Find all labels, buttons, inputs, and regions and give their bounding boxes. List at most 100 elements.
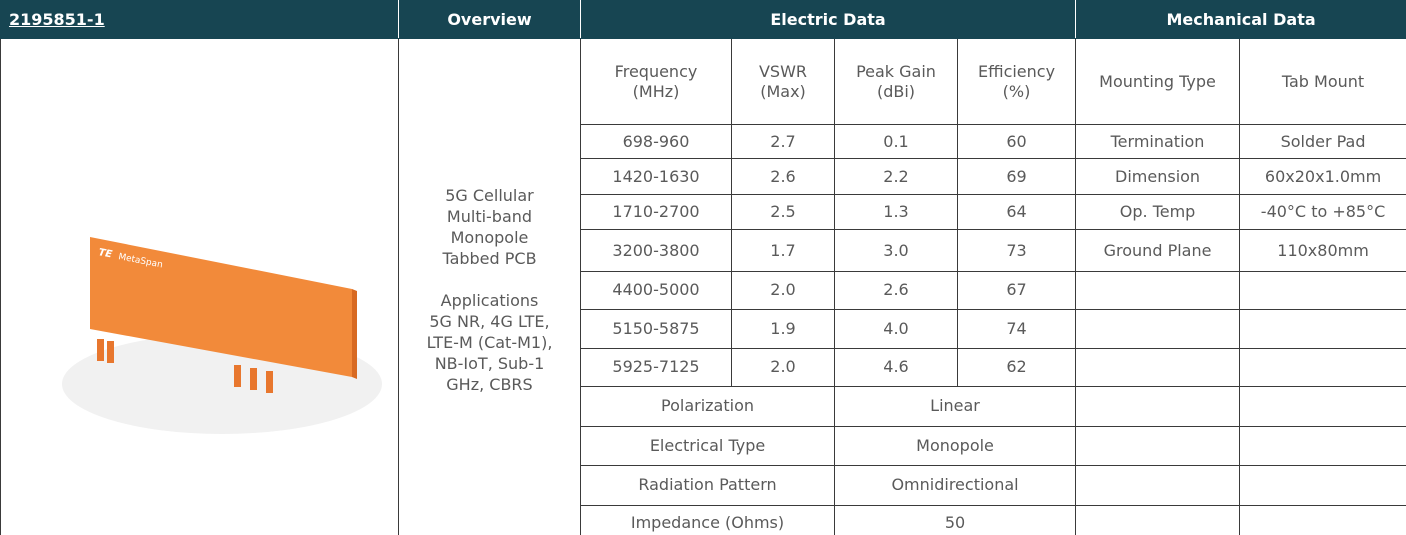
- antenna-tab: [250, 368, 257, 390]
- antenna-tab: [234, 365, 241, 387]
- data-cell: 2.0: [732, 271, 835, 309]
- empty-cell: [1076, 466, 1240, 505]
- data-cell: 69: [958, 159, 1076, 194]
- overview-line: Monopole: [401, 227, 578, 248]
- column-header-line: (dBi): [837, 82, 955, 102]
- column-header: Efficiency(%): [958, 39, 1076, 125]
- empty-cell: [1240, 348, 1406, 386]
- empty-cell: [1240, 426, 1406, 465]
- property-cell: Omnidirectional: [835, 466, 1076, 505]
- data-cell: 2.5: [732, 194, 835, 229]
- empty-cell: [1240, 387, 1406, 426]
- data-cell: 698-960: [581, 125, 732, 159]
- column-header-line: VSWR: [734, 62, 832, 82]
- empty-cell: [1076, 426, 1240, 465]
- empty-cell: [1076, 310, 1240, 348]
- data-cell: 62: [958, 348, 1076, 386]
- property-cell: 50: [835, 505, 1076, 535]
- data-cell: 5150-5875: [581, 310, 732, 348]
- empty-cell: [1076, 348, 1240, 386]
- data-cell: 3200-3800: [581, 230, 732, 271]
- data-cell: 74: [958, 310, 1076, 348]
- overview-line: 5G Cellular: [401, 185, 578, 206]
- data-cell: 2.6: [835, 271, 958, 309]
- data-cell: 73: [958, 230, 1076, 271]
- data-cell: 2.2: [835, 159, 958, 194]
- data-cell: 1.7: [732, 230, 835, 271]
- overview-gap: [401, 269, 578, 290]
- antenna-tab: [97, 339, 104, 361]
- empty-cell: [1240, 271, 1406, 309]
- mechanical-cell: Termination: [1076, 125, 1240, 159]
- property-cell: Linear: [835, 387, 1076, 426]
- antenna-edge: [352, 289, 357, 379]
- empty-cell: [1240, 505, 1406, 535]
- data-cell: 2.0: [732, 348, 835, 386]
- data-cell: 1.9: [732, 310, 835, 348]
- applications-line: NB-IoT, Sub-1: [401, 353, 578, 374]
- empty-cell: [1076, 505, 1240, 535]
- mechanical-cell: Solder Pad: [1240, 125, 1406, 159]
- property-cell: Electrical Type: [581, 426, 835, 465]
- empty-cell: [1240, 466, 1406, 505]
- data-cell: 5925-7125: [581, 348, 732, 386]
- property-cell: Monopole: [835, 426, 1076, 465]
- mechanical-cell: Tab Mount: [1240, 39, 1406, 125]
- mechanical-cell: Op. Temp: [1076, 194, 1240, 229]
- mechanical-cell: Dimension: [1076, 159, 1240, 194]
- antenna-tab: [266, 371, 273, 393]
- column-header-line: Frequency: [583, 62, 729, 82]
- part-number-cell: 2195851-1: [1, 1, 399, 39]
- header-cell: Electric Data: [581, 1, 1076, 39]
- applications-line: GHz, CBRS: [401, 374, 578, 395]
- data-cell: 4.6: [835, 348, 958, 386]
- column-header: Peak Gain(dBi): [835, 39, 958, 125]
- column-header: VSWR(Max): [732, 39, 835, 125]
- applications-line: LTE-M (Cat-M1),: [401, 332, 578, 353]
- empty-cell: [1076, 271, 1240, 309]
- applications-line: 5G NR, 4G LTE,: [401, 311, 578, 332]
- empty-cell: [1076, 387, 1240, 426]
- mechanical-cell: -40°C to +85°C: [1240, 194, 1406, 229]
- antenna-tab: [107, 341, 114, 363]
- part-number-link[interactable]: 2195851-1: [9, 10, 105, 29]
- header-cell: Overview: [399, 1, 581, 39]
- column-header-line: (Max): [734, 82, 832, 102]
- data-cell: 4.0: [835, 310, 958, 348]
- property-cell: Radiation Pattern: [581, 466, 835, 505]
- data-cell: 0.1: [835, 125, 958, 159]
- column-header-line: (%): [960, 82, 1073, 102]
- overview-line: Multi-band: [401, 206, 578, 227]
- mechanical-cell: Mounting Type: [1076, 39, 1240, 125]
- column-header-line: (MHz): [583, 82, 729, 102]
- property-cell: Impedance (Ohms): [581, 505, 835, 535]
- column-header-line: Peak Gain: [837, 62, 955, 82]
- data-cell: 2.6: [732, 159, 835, 194]
- header-row: 2195851-1 Overview Electric Data Mechani…: [1, 1, 1406, 39]
- mechanical-cell: 60x20x1.0mm: [1240, 159, 1406, 194]
- property-cell: Polarization: [581, 387, 835, 426]
- table-body: TEMetaSpan5G CellularMulti-bandMonopoleT…: [1, 39, 1406, 535]
- empty-cell: [1240, 310, 1406, 348]
- page: 2195851-1 Overview Electric Data Mechani…: [0, 0, 1406, 535]
- data-cell: 1710-2700: [581, 194, 732, 229]
- data-cell: 3.0: [835, 230, 958, 271]
- data-cell: 67: [958, 271, 1076, 309]
- header-cell: Mechanical Data: [1076, 1, 1406, 39]
- data-cell: 4400-5000: [581, 271, 732, 309]
- mechanical-cell: 110x80mm: [1240, 230, 1406, 271]
- data-cell: 2.7: [732, 125, 835, 159]
- spec-table: 2195851-1 Overview Electric Data Mechani…: [0, 0, 1406, 535]
- column-header: Frequency(MHz): [581, 39, 732, 125]
- overview-line: Tabbed PCB: [401, 248, 578, 269]
- column-header-line: Efficiency: [960, 62, 1073, 82]
- data-cell: 60: [958, 125, 1076, 159]
- data-cell: 64: [958, 194, 1076, 229]
- data-cell: 1.3: [835, 194, 958, 229]
- data-cell: 1420-1630: [581, 159, 732, 194]
- applications-title: Applications: [401, 290, 578, 311]
